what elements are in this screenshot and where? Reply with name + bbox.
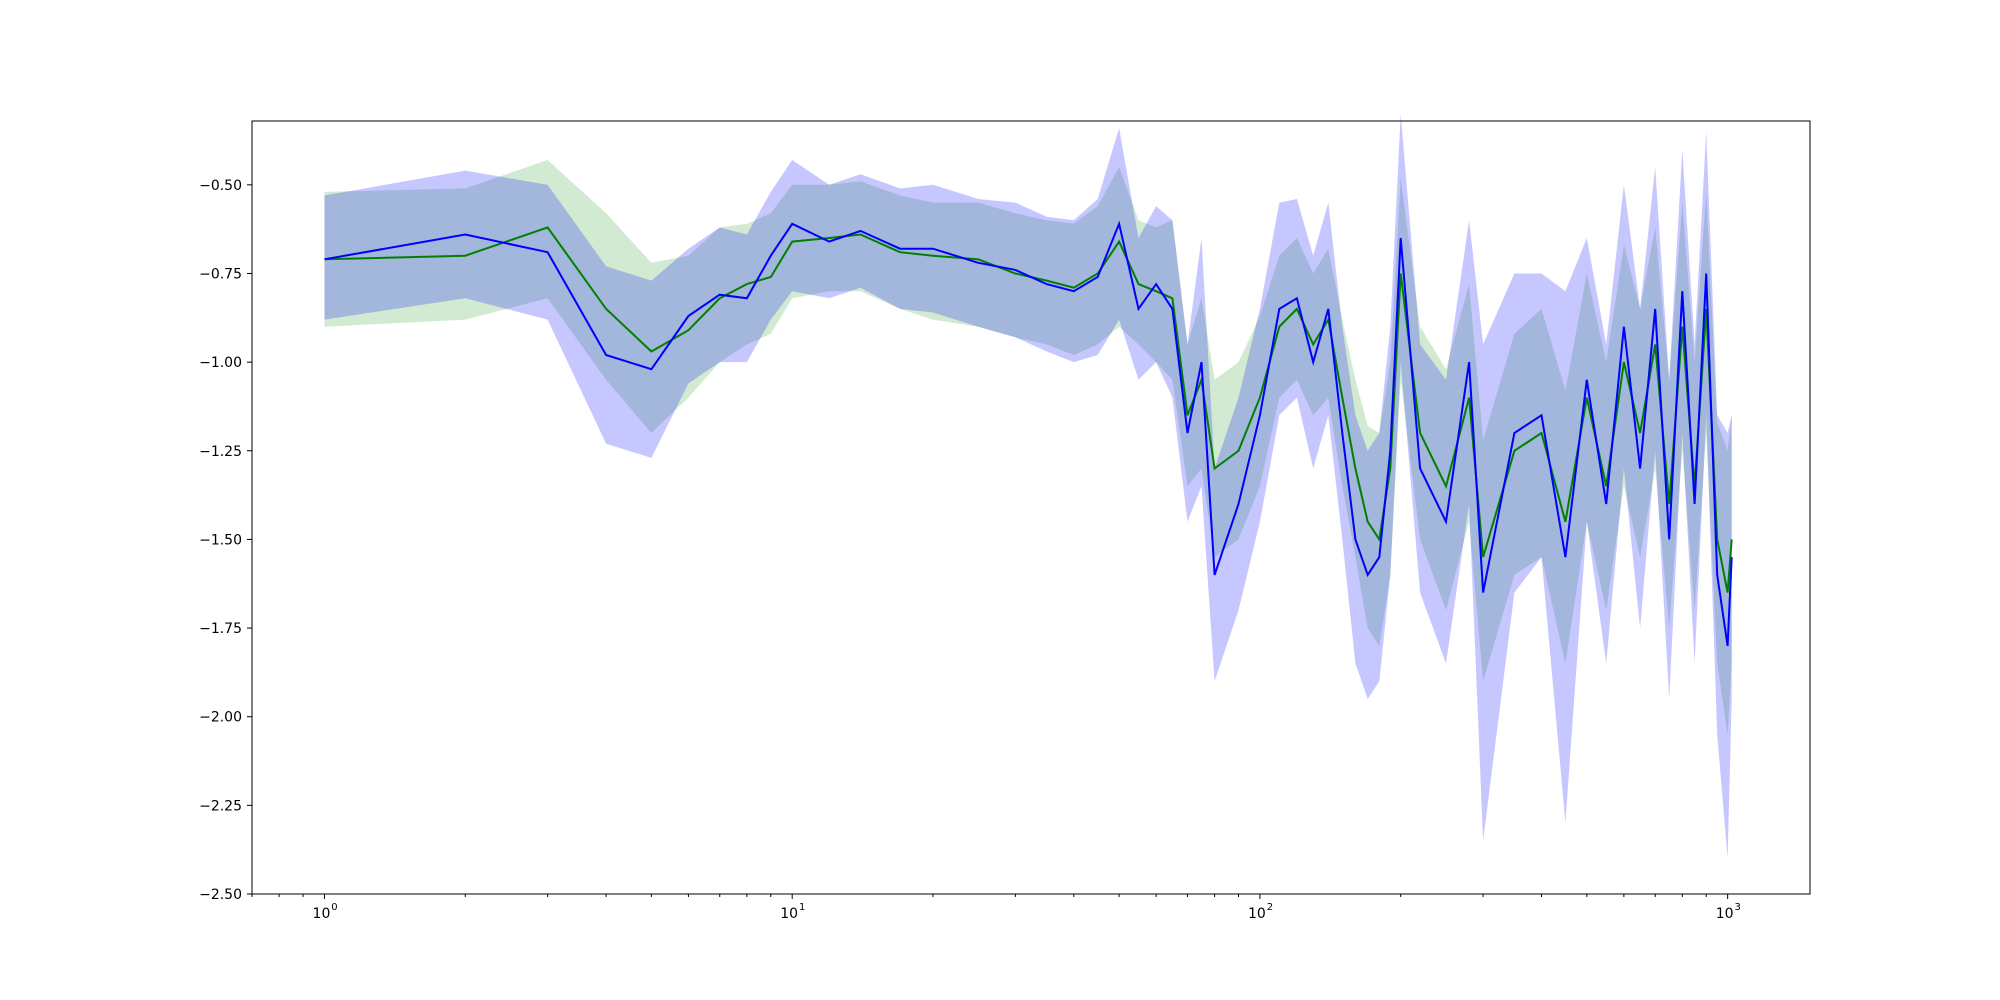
x-tick-label: 10 xyxy=(1248,906,1266,922)
series-1-line xyxy=(324,226,1733,593)
y-tick-label: −2.50 xyxy=(199,887,242,903)
x-tick-label: 10 xyxy=(313,906,331,922)
y-tick-label: −1.00 xyxy=(199,355,242,371)
y-tick-label: −1.75 xyxy=(199,621,242,637)
y-tick-label: −1.25 xyxy=(199,444,242,460)
series-1-band xyxy=(324,160,1732,735)
y-tick-label: −0.75 xyxy=(199,266,242,282)
plot-frame xyxy=(251,120,1811,895)
x-tick-exponent: 3 xyxy=(1734,902,1740,913)
series-lines xyxy=(324,220,1733,646)
y-tick-label: −2.25 xyxy=(199,798,242,814)
x-tick-label: 10 xyxy=(780,906,798,922)
x-tick-exponent: 0 xyxy=(331,902,337,913)
x-axis: 10 0 10 1 10 2 10 3 xyxy=(251,894,1741,922)
series-2-band xyxy=(324,113,1732,859)
y-axis: −0.50 −0.75 −1.00 −1.25 −1.50 −1.75 −2.00 −2.25… xyxy=(199,178,252,903)
confidence-bands xyxy=(324,113,1732,859)
y-tick-label: −2.00 xyxy=(199,710,242,726)
x-tick-exponent: 1 xyxy=(799,902,805,913)
y-tick-label: −1.50 xyxy=(199,532,242,548)
x-tick-exponent: 2 xyxy=(1267,902,1273,913)
x-tick-label: 10 xyxy=(1716,906,1734,922)
y-tick-label: −0.50 xyxy=(199,178,242,194)
series-2-line xyxy=(324,220,1733,646)
